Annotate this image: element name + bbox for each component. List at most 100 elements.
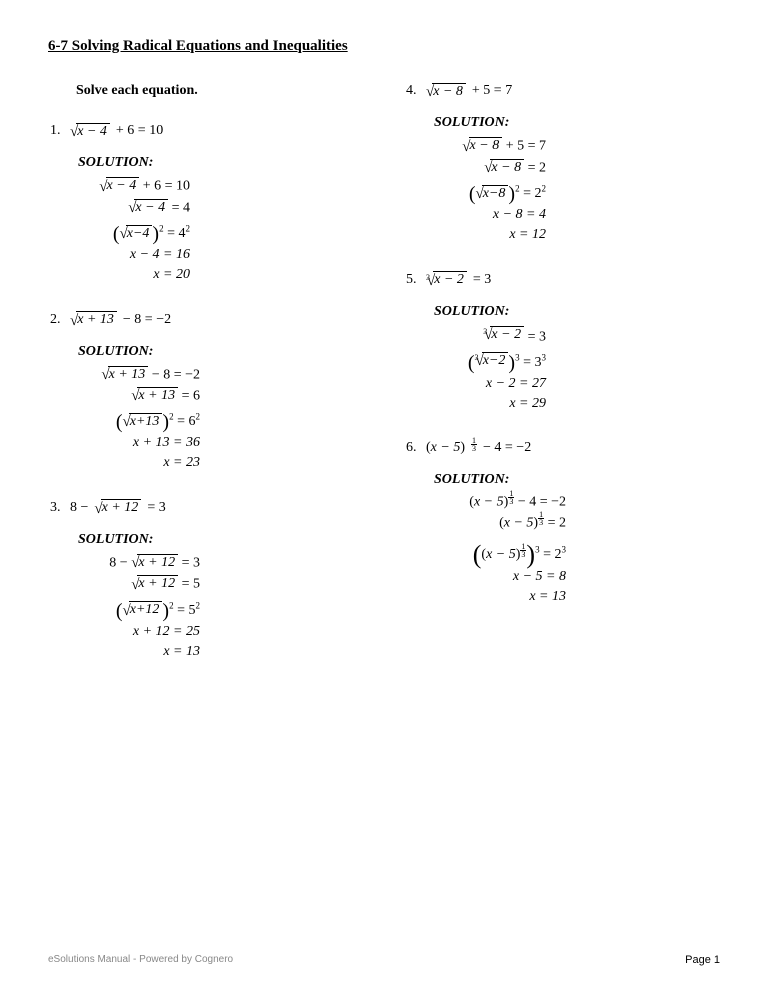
eq-rest: = 3 <box>147 500 165 516</box>
problem-4: 4. √x − 8 + 5 = 7 SOLUTION: √x − 8 + 5 =… <box>406 83 720 243</box>
radicand: x + 12 <box>101 499 142 515</box>
problem-2: 2. √x + 13 − 8 = −2 SOLUTION: √x + 13 − … <box>50 311 364 471</box>
solution-label: SOLUTION: <box>434 304 720 320</box>
page-footer: eSolutions Manual - Powered by Cognero P… <box>48 954 720 966</box>
problem-number: 1. <box>50 123 64 139</box>
step: = 4 <box>168 200 190 215</box>
problem-6-work: (x − 5)13 − 4 = −2 (x − 5)13 = 2 ((x − 5… <box>434 494 574 605</box>
step: x−4 <box>126 225 153 241</box>
step: x − 5 <box>474 495 504 510</box>
step: = 2 <box>520 186 542 201</box>
step: x = 20 <box>78 267 198 283</box>
exp-den: 3 <box>508 498 514 505</box>
radicand: x − 8 <box>432 83 466 99</box>
eq-rest: + 6 = 10 <box>116 123 163 139</box>
problem-5-equation: 5. 3√x − 2 = 3 <box>406 271 720 287</box>
left-column: Solve each equation. 1. √x − 4 + 6 = 10 … <box>48 83 364 688</box>
problem-4-equation: 4. √x − 8 + 5 = 7 <box>406 83 720 99</box>
step: = 2 <box>524 160 546 175</box>
solution-label: SOLUTION: <box>434 115 720 131</box>
problem-number: 4. <box>406 83 420 99</box>
eq-rest: − 4 = −2 <box>483 440 531 456</box>
step: x − 5 <box>486 547 516 562</box>
step: x − 4 <box>134 199 168 215</box>
step: x = 13 <box>434 589 574 605</box>
exponent: 2 <box>186 224 191 234</box>
exponent: 2 <box>196 600 201 610</box>
fraction-exponent: 13 <box>471 437 477 452</box>
step: + 5 = 7 <box>502 139 546 154</box>
step: = 3 <box>178 555 200 570</box>
problem-3-work: 8 − √x + 12 = 3 √x + 12 = 5 (√x+12)2 = 5… <box>78 554 208 660</box>
step: x = 29 <box>434 396 554 412</box>
step: = 3 <box>520 355 542 370</box>
exponent: 2 <box>542 184 547 194</box>
step: x − 8 = 4 <box>434 207 554 223</box>
step: x − 8 <box>469 137 503 153</box>
step: x + 12 <box>137 575 178 591</box>
problem-3-equation: 3. 8 − √x + 12 = 3 <box>50 499 364 515</box>
problem-5: 5. 3√x − 2 = 3 SOLUTION: 3√x − 2 = 3 (3√… <box>406 271 720 412</box>
problem-number: 2. <box>50 312 64 328</box>
radicand: x − 2 <box>433 271 467 287</box>
step: x − 2 = 27 <box>434 376 554 392</box>
page-number: Page 1 <box>685 954 720 966</box>
step: x+13 <box>129 413 163 429</box>
step: = 6 <box>174 414 196 429</box>
step: x−8 <box>482 185 509 201</box>
step: − 4 = −2 <box>514 495 566 510</box>
cuberoot-icon: 3√x − 2 <box>426 271 467 287</box>
step: x − 2 <box>490 326 524 342</box>
eq-rest: − 8 = −2 <box>123 312 171 328</box>
step: x + 12 = 25 <box>78 624 208 640</box>
exponent: 3 <box>562 545 567 555</box>
step: x − 4 <box>106 177 140 193</box>
step: − 8 = −2 <box>148 367 200 382</box>
step: x−2 <box>482 352 509 368</box>
step: x + 13 = 36 <box>78 435 208 451</box>
step: x + 13 <box>137 387 178 403</box>
step: x + 12 <box>137 554 178 570</box>
page-title: 6-7 Solving Radical Equations and Inequa… <box>48 38 720 55</box>
step: = 5 <box>178 577 200 592</box>
sqrt-icon: √x + 12 <box>94 499 141 515</box>
exp-den: 3 <box>538 519 544 526</box>
sqrt-icon: √x + 13 <box>70 311 117 327</box>
step: x = 23 <box>78 455 208 471</box>
step: x − 8 <box>490 159 524 175</box>
problem-6-equation: 6. (x − 5)13 − 4 = −2 <box>406 440 720 456</box>
problem-number: 6. <box>406 440 420 456</box>
radicand: x + 13 <box>76 311 117 327</box>
problem-5-work: 3√x − 2 = 3 (3√x−2)3 = 33 x − 2 = 27 x =… <box>434 326 554 412</box>
content-columns: Solve each equation. 1. √x − 4 + 6 = 10 … <box>48 83 720 688</box>
sqrt-icon: √x − 4 <box>70 123 110 139</box>
problem-number: 3. <box>50 500 64 516</box>
step: = 3 <box>524 329 546 344</box>
step: = 5 <box>174 603 196 618</box>
problem-2-work: √x + 13 − 8 = −2 √x + 13 = 6 (√x+13)2 = … <box>78 366 208 472</box>
step: x − 5 <box>504 515 534 530</box>
eq-rest: = 3 <box>473 272 491 288</box>
solution-label: SOLUTION: <box>434 472 720 488</box>
radicand: x − 4 <box>77 124 107 139</box>
step: 8 − <box>109 555 131 570</box>
step: x = 13 <box>78 644 208 660</box>
problem-3: 3. 8 − √x + 12 = 3 SOLUTION: 8 − √x + 12… <box>50 499 364 659</box>
right-column: 4. √x − 8 + 5 = 7 SOLUTION: √x − 8 + 5 =… <box>404 83 720 688</box>
step: = 4 <box>164 226 186 241</box>
eq-pre: 8 − <box>70 500 88 516</box>
step: = 2 <box>544 515 566 530</box>
solution-label: SOLUTION: <box>78 532 364 548</box>
eq-rest: + 5 = 7 <box>472 83 512 99</box>
problem-1-equation: 1. √x − 4 + 6 = 10 <box>50 123 364 139</box>
base: x − 5 <box>431 440 461 455</box>
step: x + 13 <box>108 366 149 382</box>
solution-label: SOLUTION: <box>78 344 364 360</box>
sqrt-icon: √x − 8 <box>426 83 466 99</box>
problem-1: 1. √x − 4 + 6 = 10 SOLUTION: √x − 4 + 6 … <box>50 123 364 283</box>
step: = 6 <box>178 388 200 403</box>
footer-credit: eSolutions Manual - Powered by Cognero <box>48 954 233 966</box>
problem-number: 5. <box>406 272 420 288</box>
exponent: 2 <box>196 412 201 422</box>
step: x − 4 = 16 <box>78 247 198 263</box>
